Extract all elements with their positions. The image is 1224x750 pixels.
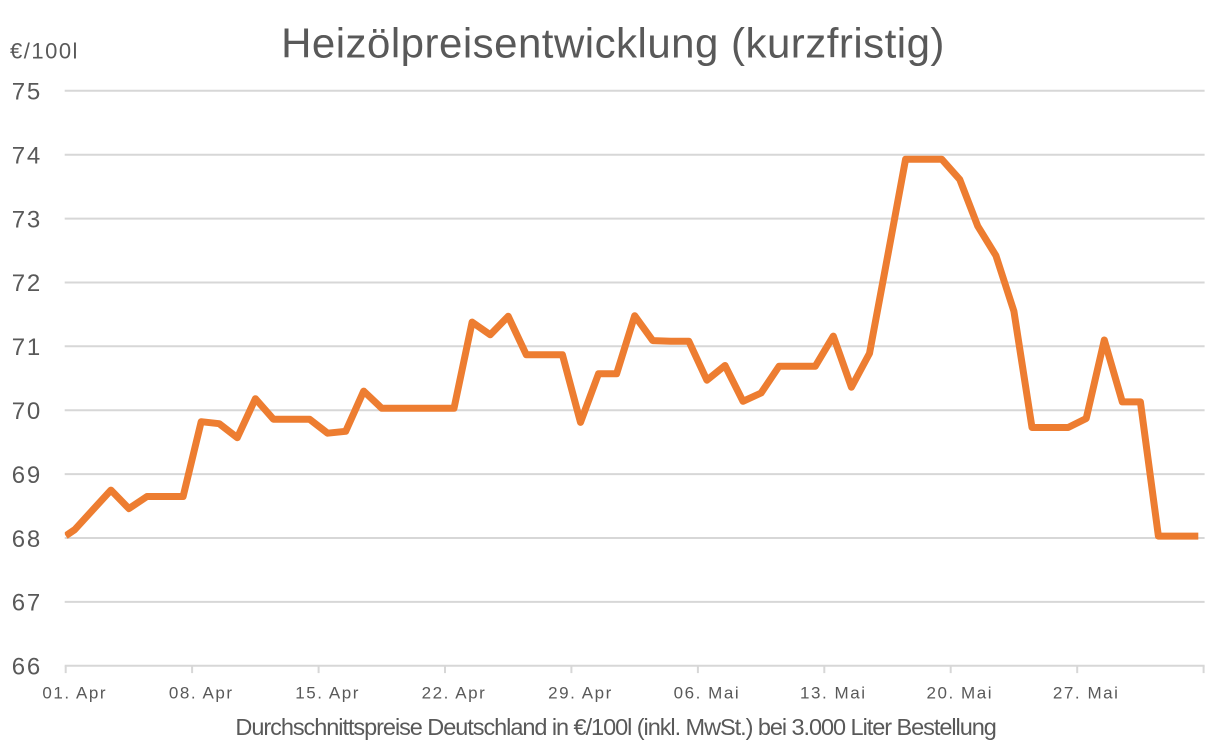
svg-text:66: 66: [12, 654, 42, 681]
svg-text:22. Apr: 22. Apr: [422, 683, 487, 702]
svg-text:Durchschnittspreise Deutschlan: Durchschnittspreise Deutschland in €/100…: [235, 714, 995, 740]
svg-text:29. Apr: 29. Apr: [548, 683, 613, 702]
svg-text:€/100l: €/100l: [10, 38, 79, 63]
svg-text:73: 73: [12, 206, 42, 233]
svg-text:20. Mai: 20. Mai: [926, 683, 993, 702]
svg-text:06. Mai: 06. Mai: [674, 683, 741, 702]
svg-text:71: 71: [12, 334, 42, 361]
svg-text:70: 70: [12, 398, 42, 425]
svg-text:15. Apr: 15. Apr: [295, 683, 360, 702]
svg-text:Heizölpreisentwicklung (kurzfr: Heizölpreisentwicklung (kurzfristig): [281, 20, 945, 67]
svg-text:68: 68: [12, 526, 42, 553]
svg-text:74: 74: [12, 142, 42, 169]
svg-text:13. Mai: 13. Mai: [800, 683, 867, 702]
svg-text:75: 75: [12, 79, 42, 106]
svg-text:67: 67: [12, 590, 42, 617]
svg-text:69: 69: [12, 462, 42, 489]
svg-text:72: 72: [12, 270, 42, 297]
svg-text:27. Mai: 27. Mai: [1053, 683, 1120, 702]
svg-text:08. Apr: 08. Apr: [169, 683, 234, 702]
svg-text:01. Apr: 01. Apr: [42, 683, 107, 702]
